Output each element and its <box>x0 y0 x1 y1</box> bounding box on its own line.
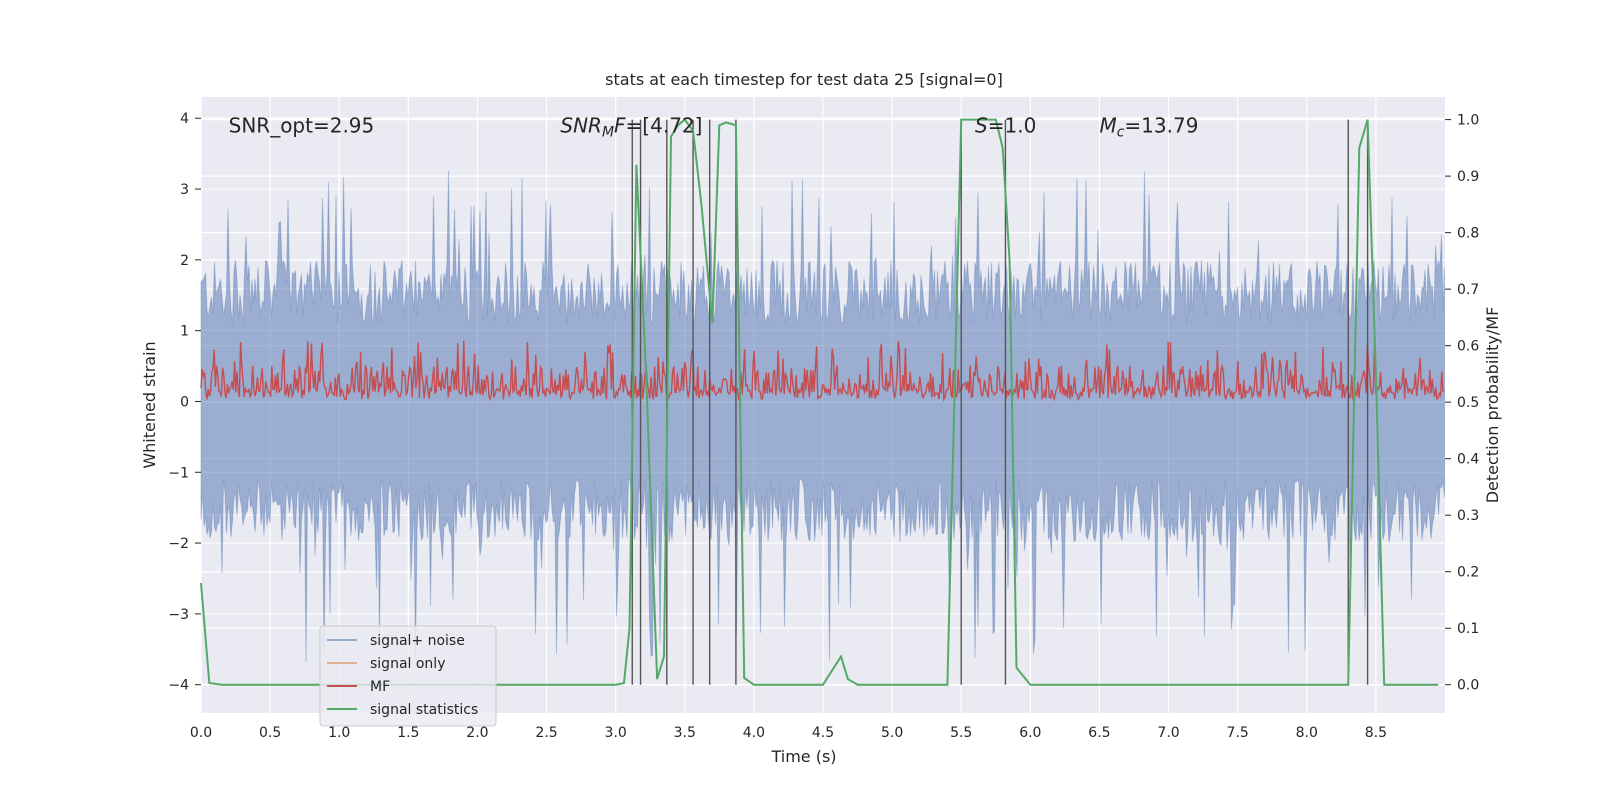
legend-label-mf: MF <box>370 679 390 695</box>
x-tick-label: 6.0 <box>1019 725 1041 741</box>
x-ticks: 0.0 0.5 1.0 1.5 2.0 2.5 3.0 3.5 4.0 4.5 5.0 5.5 6.0 6… <box>190 725 1387 741</box>
annotation-text: SNR_opt=2.95 <box>229 113 375 137</box>
x-tick-label: 5.5 <box>950 725 972 741</box>
mf-line <box>200 340 1445 402</box>
y-ticks: 4 3 2 1 0 −1 −2 −3 −4 <box>168 111 201 694</box>
signal-statistics-series <box>200 118 1439 686</box>
annotations: SNR_opt=2.95 SNRMF=[4.72] S=1.0 Mc=13.79 <box>229 113 1199 140</box>
y2-tick-label: 0.5 <box>1457 395 1479 411</box>
x-tick-label: 4.0 <box>743 725 765 741</box>
y2-tick-label: 0.9 <box>1457 169 1479 185</box>
y2-tick-label: 0.2 <box>1457 565 1479 581</box>
x-tick-label: 6.5 <box>1088 725 1110 741</box>
chart-title: stats at each timestep for test data 25 … <box>605 70 1003 89</box>
y-tick-label: 3 <box>180 182 189 198</box>
y-tick-label: 1 <box>180 324 189 340</box>
x-tick-label: 2.0 <box>466 725 488 741</box>
x-tick-label: 7.0 <box>1157 725 1179 741</box>
y-tick-label: 2 <box>180 253 189 269</box>
x-tick-label: 5.0 <box>881 725 903 741</box>
x-axis-label: Time (s) <box>770 747 836 766</box>
legend-label-signal-only: signal only <box>370 656 445 672</box>
y-axis-label: Whitened strain <box>140 341 159 468</box>
y2-tick-label: 0.6 <box>1457 339 1479 355</box>
x-tick-label: 8.5 <box>1365 725 1387 741</box>
signal-noise-band <box>200 170 1445 662</box>
legend-box <box>319 625 497 727</box>
x-tick-label: 3.0 <box>605 725 627 741</box>
annotation-text: S=1.0 <box>975 113 1036 137</box>
y2-tick-label: 0.4 <box>1457 452 1479 468</box>
y2-tick-label: 0.8 <box>1457 226 1479 242</box>
legend-label-signal-noise: signal+ noise <box>370 633 465 649</box>
y2-ticks: 1.0 0.9 0.8 0.7 0.6 0.5 0.4 0.3 0.2 0.1 0.0 <box>1445 113 1479 694</box>
x-tick-label: 0.5 <box>259 725 281 741</box>
y2-tick-label: 0.1 <box>1457 621 1479 637</box>
x-tick-label: 1.0 <box>328 725 350 741</box>
y2-axis-label: Detection probability/MF <box>1483 307 1502 504</box>
y-tick-label: −4 <box>168 678 189 694</box>
x-tick-label: 3.5 <box>674 725 696 741</box>
annotation-text: Mc=13.79 <box>1099 113 1198 140</box>
vertical-markers <box>631 119 1369 685</box>
signal-statistics-line <box>200 118 1439 686</box>
y2-tick-label: 0.0 <box>1457 678 1479 694</box>
x-tick-label: 8.0 <box>1296 725 1318 741</box>
y-tick-label: 4 <box>180 111 189 127</box>
x-tick-label: 0.0 <box>190 725 212 741</box>
legend-label-signal-statistics: signal statistics <box>370 702 478 718</box>
legend: signal+ noise signal only MF signal stat… <box>319 625 497 727</box>
x-tick-label: 4.5 <box>812 725 834 741</box>
y2-tick-label: 0.3 <box>1457 508 1479 524</box>
y-tick-label: 0 <box>180 394 189 410</box>
signal-noise-series <box>200 170 1445 662</box>
x-tick-label: 2.5 <box>535 725 557 741</box>
mf-series <box>200 340 1445 402</box>
y-tick-label: −3 <box>168 607 189 623</box>
x-tick-label: 7.5 <box>1227 725 1249 741</box>
annotation-text: SNRMF=[4.72] <box>560 113 702 140</box>
x-tick-label: 1.5 <box>397 725 419 741</box>
y2-tick-label: 0.7 <box>1457 282 1479 298</box>
y2-tick-label: 1.0 <box>1457 113 1479 129</box>
y-tick-label: −1 <box>168 465 189 481</box>
y-tick-label: −2 <box>168 536 189 552</box>
